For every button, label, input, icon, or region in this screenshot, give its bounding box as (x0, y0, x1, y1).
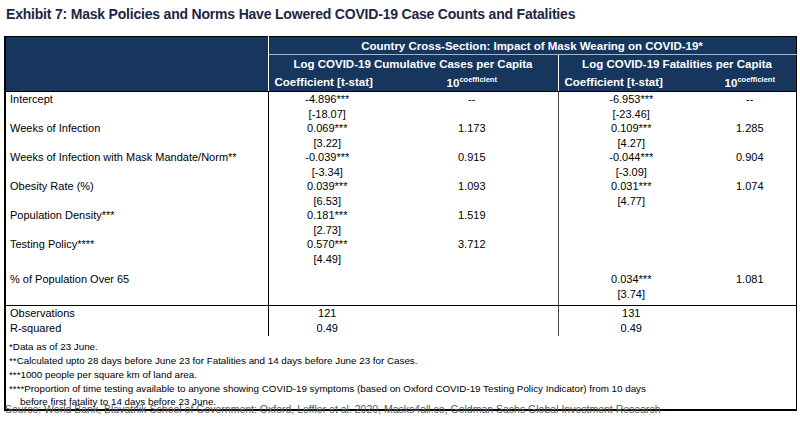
table-footnotes-row: *Data as of 23 June. **Calculated upto 2… (5, 336, 796, 410)
regression-table: Country Cross-Section: Impact of Mask We… (4, 36, 797, 411)
header-fatalities-group: Log COVID-19 Fatalities per Capita (558, 55, 796, 74)
fatalities-r-squared: 0.49 (558, 321, 704, 336)
cases-tstat: [-18.07] (269, 107, 387, 122)
table-row-observations: Observations 121 131 (5, 306, 796, 322)
fatalities-tstat: [4.77] (559, 194, 705, 209)
source-attribution: Source: World Bank, Blavatnik School of … (5, 403, 795, 415)
fatalities-exp-value (704, 208, 796, 237)
row-label: Observations (5, 306, 268, 322)
cases-coefficient: 0.039*** (269, 179, 387, 194)
table-row-population-density: Population Density*** 0.181***[2.73] 1.5… (5, 208, 796, 237)
exhibit-title: Exhibit 7: Mask Policies and Norms Have … (6, 6, 786, 22)
fatalities-coefficient: 0.109*** (559, 121, 705, 136)
cases-coefficient: 0.181*** (269, 208, 387, 223)
header-fatalities-exp-col: 10coefficient (704, 73, 796, 92)
table-row-testing-policy: Testing Policy**** 0.570***[4.49] 3.712 (5, 237, 796, 266)
cases-tstat: [3.22] (269, 136, 387, 151)
fatalities-exp-value: -- (704, 92, 796, 122)
header-cases-exp-col: 10coefficient (386, 73, 558, 92)
fatalities-exp-value: 0.904 (704, 150, 796, 179)
header-span-title: Country Cross-Section: Impact of Mask We… (268, 37, 796, 55)
cases-tstat: [4.49] (269, 252, 387, 267)
footnote-4: ****Proportion of time testing available… (9, 382, 792, 396)
cases-tstat: [2.73] (269, 223, 387, 238)
cases-exp-value: 0.915 (386, 150, 558, 179)
table-row-weeks-with-mask-mandate: Weeks of Infection with Mask Mandate/Nor… (5, 150, 796, 179)
cases-exp-value: 1.173 (386, 121, 558, 150)
row-label: Weeks of Infection with Mask Mandate/Nor… (5, 150, 268, 179)
cases-coefficient: 0.069*** (269, 121, 387, 136)
cases-coefficient: -0.039*** (269, 150, 387, 165)
row-label: Testing Policy**** (5, 237, 268, 266)
header-fatalities-coefficient-col: Coefficient [t-stat] (558, 73, 704, 92)
cases-coefficient: 0.570*** (269, 237, 387, 252)
regression-table-container: Country Cross-Section: Impact of Mask We… (4, 36, 797, 411)
fatalities-exp-value (704, 237, 796, 266)
fatalities-tstat: [-23.46] (559, 107, 705, 122)
row-label: Intercept (5, 92, 268, 122)
table-row-intercept: Intercept -4.896***[-18.07] -- -6.953***… (5, 92, 796, 122)
fatalities-tstat: [3.74] (559, 287, 705, 302)
cases-tstat: [6.53] (269, 194, 387, 209)
fatalities-exp-value: 1.081 (704, 266, 796, 306)
footnote-2: **Calculated upto 28 days before June 23… (9, 354, 792, 368)
row-label: Population Density*** (5, 208, 268, 237)
cases-tstat: [-3.34] (269, 165, 387, 180)
fatalities-coefficient: -6.953*** (559, 92, 705, 107)
cases-exp-value: 3.712 (386, 237, 558, 266)
table-row-weeks-of-infection: Weeks of Infection 0.069***[3.22] 1.173 … (5, 121, 796, 150)
cases-exp-value: 1.093 (386, 179, 558, 208)
cases-coefficient: -4.896*** (269, 92, 387, 107)
table-row-r-squared: R-squared 0.49 0.49 (5, 321, 796, 336)
header-cases-group: Log COVID-19 Cumulative Cases per Capita (268, 55, 558, 74)
footnote-1: *Data as of 23 June. (9, 340, 792, 354)
fatalities-coefficient: 0.031*** (559, 179, 705, 194)
fatalities-tstat: [-3.09] (559, 165, 705, 180)
cases-exp-value: 1.519 (386, 208, 558, 237)
fatalities-observations: 131 (558, 306, 704, 322)
row-label: Weeks of Infection (5, 121, 268, 150)
fatalities-tstat: [4.27] (559, 136, 705, 151)
cases-observations: 121 (268, 306, 386, 322)
table-row-population-over-65: % of Population Over 65 0.034***[3.74] 1… (5, 266, 796, 306)
fatalities-exp-value: 1.074 (704, 179, 796, 208)
row-label: Obesity Rate (%) (5, 179, 268, 208)
header-cases-coefficient-col: Coefficient [t-stat] (268, 73, 386, 92)
fatalities-coefficient: 0.034*** (559, 272, 705, 287)
row-label: R-squared (5, 321, 268, 336)
header-corner-cell (5, 37, 268, 92)
footnote-3: ***1000 people per square km of land are… (9, 368, 792, 382)
cases-exp-value (386, 266, 558, 306)
fatalities-coefficient: -0.044*** (559, 150, 705, 165)
cases-r-squared: 0.49 (268, 321, 386, 336)
table-row-obesity-rate: Obesity Rate (%) 0.039***[6.53] 1.093 0.… (5, 179, 796, 208)
row-label: % of Population Over 65 (5, 266, 268, 306)
fatalities-exp-value: 1.285 (704, 121, 796, 150)
cases-exp-value: -- (386, 92, 558, 122)
